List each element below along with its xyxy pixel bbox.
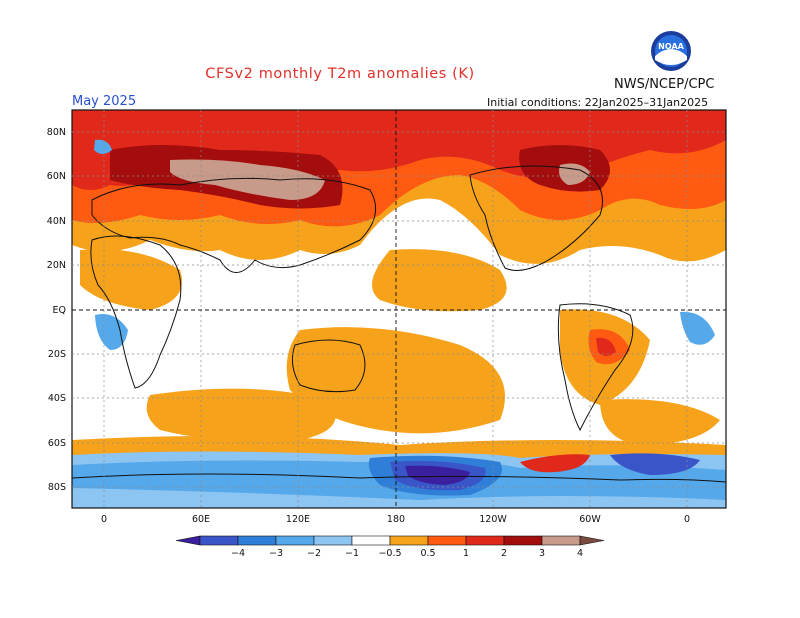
colorbar-tick-label: 2 bbox=[501, 548, 507, 559]
coastline-north-america bbox=[469, 165, 603, 271]
warm-region-north-4K bbox=[170, 159, 325, 200]
colorbar-tick-label: −2 bbox=[307, 548, 321, 559]
map-frame bbox=[71, 109, 727, 509]
forecast-month: May 2025 bbox=[72, 94, 137, 109]
anomaly-field bbox=[72, 110, 726, 508]
colorbar-swatch bbox=[275, 535, 315, 546]
colorbar-tick-label: 0.5 bbox=[420, 548, 435, 559]
lon-label: 0 bbox=[684, 514, 690, 525]
colorbar bbox=[175, 535, 605, 546]
noaa-logo-icon: NOAA bbox=[651, 31, 691, 71]
colorbar-arrow-right bbox=[579, 535, 605, 546]
initial-conditions: Initial conditions: 22Jan2025–31Jan2025 bbox=[487, 96, 709, 109]
coastlines bbox=[72, 165, 726, 483]
warm-region-antarctic-peninsula bbox=[520, 454, 590, 473]
colorbar-swatch bbox=[237, 535, 277, 546]
colorbar-swatch bbox=[427, 535, 467, 546]
lon-label: 0 bbox=[101, 514, 107, 525]
colorbar-labels: −4 −3 −2 −1 −0.5 0.5 1 2 3 4 bbox=[231, 548, 583, 559]
lat-label: 60S bbox=[48, 438, 66, 449]
colorbar-tick-label: 4 bbox=[577, 548, 583, 559]
warm-region-canada-4K bbox=[559, 163, 590, 185]
coastline-africa bbox=[90, 235, 182, 389]
lat-label: 20S bbox=[48, 349, 66, 360]
lat-label: 20N bbox=[47, 260, 66, 271]
lat-label: 40S bbox=[48, 393, 66, 404]
colorbar-tick-label: −1 bbox=[345, 548, 359, 559]
coastline-south-america bbox=[557, 303, 634, 432]
lon-label: 60E bbox=[192, 514, 210, 525]
coastline-australia bbox=[291, 339, 366, 393]
warm-region-south-atlantic bbox=[600, 399, 720, 445]
map-graticule bbox=[72, 110, 726, 508]
lon-label: 120W bbox=[479, 514, 507, 525]
colorbar-tick-label: 3 bbox=[539, 548, 545, 559]
cold-region-ross-4K bbox=[405, 465, 470, 485]
colorbar-tick-label: 1 bbox=[463, 548, 469, 559]
coastline-eurasia bbox=[91, 177, 377, 273]
lon-label: 60W bbox=[579, 514, 601, 525]
logo-text: NOAA bbox=[658, 42, 684, 51]
lat-label: 80S bbox=[48, 482, 66, 493]
colorbar-arrow-left bbox=[175, 535, 201, 546]
lon-label: 120E bbox=[286, 514, 310, 525]
lon-label: 180 bbox=[387, 514, 405, 525]
lat-label: 60N bbox=[47, 171, 66, 182]
cold-region-southeast-atlantic bbox=[95, 314, 128, 350]
longitude-labels: 0 60E 120E 180 120W 60W 0 bbox=[101, 514, 690, 525]
colorbar-swatch bbox=[503, 535, 543, 546]
warm-region-south-america-2K bbox=[596, 337, 616, 356]
colorbar-tick-label: −4 bbox=[231, 548, 245, 559]
lat-label: EQ bbox=[53, 305, 66, 316]
colorbar-tick-label: −3 bbox=[269, 548, 283, 559]
lat-label: 80N bbox=[47, 127, 66, 138]
colorbar-swatch bbox=[199, 535, 239, 546]
coastline-antarctica bbox=[72, 473, 726, 483]
map-title: CFSv2 monthly T2m anomalies (K) bbox=[205, 66, 475, 82]
cold-region-weddell-3K bbox=[610, 453, 700, 475]
warm-region-south-indian bbox=[146, 388, 336, 442]
colorbar-swatch bbox=[351, 535, 391, 546]
cold-region-southeast-pacific bbox=[680, 311, 715, 345]
agency-label: NWS/NCEP/CPC bbox=[614, 77, 715, 92]
colorbar-swatch bbox=[389, 535, 429, 546]
warm-region-south-pacific bbox=[286, 327, 505, 434]
colorbar-swatch bbox=[541, 535, 581, 546]
colorbar-swatch bbox=[313, 535, 353, 546]
latitude-labels: 80N 60N 40N 20N EQ 20S 40S 60S 80S bbox=[47, 127, 66, 493]
colorbar-tick-label: −0.5 bbox=[378, 548, 401, 559]
colorbar-swatch bbox=[465, 535, 505, 546]
cold-region-north-atlantic bbox=[94, 139, 112, 154]
lat-label: 40N bbox=[47, 216, 66, 227]
